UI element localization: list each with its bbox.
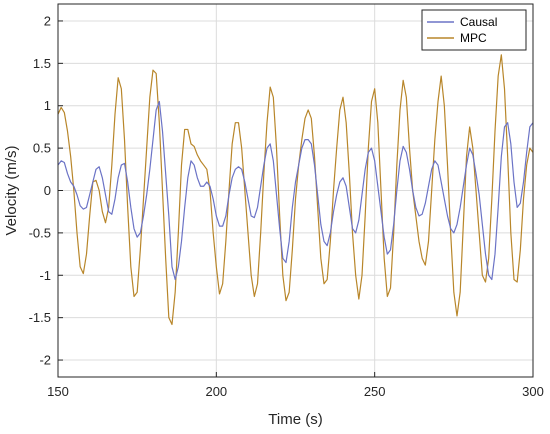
series-layer xyxy=(57,54,534,326)
legend-box xyxy=(421,9,527,51)
y-axis-ticks: 2 1.5 1 0.5 0 -0.5 -1 -1.5 -2 xyxy=(29,13,63,368)
x-tick-label: 300 xyxy=(522,384,544,399)
y-axis-label: Velocity (m/s) xyxy=(3,145,20,235)
y-tick-label: 0 xyxy=(44,183,51,198)
legend: Causal MPC xyxy=(421,9,527,51)
y-tick-label: 2 xyxy=(44,13,51,28)
legend-label-mpc: MPC xyxy=(460,31,487,45)
grid-lines xyxy=(57,4,534,377)
x-axis-ticks: 150 200 250 300 xyxy=(47,372,544,399)
series-line-mpc xyxy=(57,54,534,326)
y-tick-label: -1 xyxy=(39,268,51,283)
y-tick-label: -0.5 xyxy=(29,225,51,240)
x-axis-label: Time (s) xyxy=(268,411,322,428)
x-tick-label: 200 xyxy=(205,384,227,399)
x-tick-label: 250 xyxy=(364,384,386,399)
y-tick-label: 0.5 xyxy=(33,141,51,156)
y-tick-label: 1.5 xyxy=(33,56,51,71)
legend-label-causal: Causal xyxy=(460,15,497,29)
y-tick-label: -2 xyxy=(39,353,51,368)
x-tick-label: 150 xyxy=(47,384,69,399)
y-tick-label: 1 xyxy=(44,98,51,113)
series-line-causal xyxy=(57,100,534,281)
y-tick-label: -1.5 xyxy=(29,310,51,325)
